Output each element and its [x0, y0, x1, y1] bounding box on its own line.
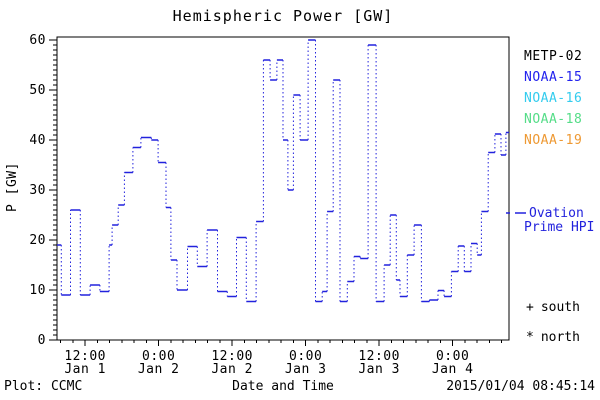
north-marker-legend: * north [526, 330, 580, 345]
y-tick-label: 10 [29, 283, 46, 298]
x-tick-date-label: Jan 2 [138, 362, 180, 377]
south-marker-legend: + south [526, 300, 580, 315]
y-tick-label: 40 [29, 133, 46, 148]
x-tick-date-label: Jan 2 [211, 362, 253, 377]
plot-timestamp: 2015/01/04 08:45:14 [446, 379, 595, 394]
y-tick-label: 50 [29, 83, 46, 98]
legend-item-noaa15: NOAA-15 [524, 70, 583, 85]
y-tick-label: 20 [29, 233, 46, 248]
legend-item-noaa18: NOAA-18 [524, 112, 583, 127]
y-tick-label: 60 [29, 33, 46, 48]
x-tick-time-label: 0:00 [436, 349, 469, 364]
x-axis-ticks [60, 340, 503, 346]
y-axis-title: P [GW] [5, 162, 20, 212]
plot-frame [56, 36, 510, 341]
south-label: south [540, 300, 580, 315]
x-tick-date-label: Jan 3 [358, 362, 400, 377]
hpi-step-line [57, 39, 509, 303]
ovation-prime-hpi-label-line2: Prime HPI [524, 220, 595, 235]
x-tick-date-label: Jan 3 [285, 362, 327, 377]
asterisk-marker-icon: * [526, 330, 534, 345]
x-tick-time-label: 0:00 [142, 349, 175, 364]
y-tick-label: 30 [29, 183, 46, 198]
legend-item-noaa19: NOAA-19 [524, 133, 583, 148]
x-tick-date-label: Jan 4 [432, 362, 474, 377]
plus-marker-icon: + [526, 300, 534, 315]
y-axis-label: P [GW] [5, 162, 20, 212]
x-tick-time-label: 12:00 [64, 349, 106, 364]
legend-item-metp02: METP-02 [524, 49, 583, 64]
y-axis-ticks [49, 39, 57, 341]
page-title: Hemispheric Power [GW] [172, 7, 394, 25]
y-axis-tick-labels: 0 10 20 30 40 50 60 [29, 33, 46, 348]
legend-item-noaa16: NOAA-16 [524, 91, 583, 106]
x-tick-time-label: 12:00 [211, 349, 253, 364]
north-label: north [540, 330, 580, 345]
ovation-prime-hpi-label-line1: Ovation [529, 206, 584, 221]
x-tick-time-label: 0:00 [289, 349, 322, 364]
y-tick-label: 0 [38, 333, 46, 348]
x-tick-time-label: 12:00 [358, 349, 400, 364]
x-axis-label: Date and Time [232, 379, 334, 394]
plot-source-label: Plot: CCMC [4, 379, 83, 394]
x-tick-date-label: Jan 1 [64, 362, 106, 377]
